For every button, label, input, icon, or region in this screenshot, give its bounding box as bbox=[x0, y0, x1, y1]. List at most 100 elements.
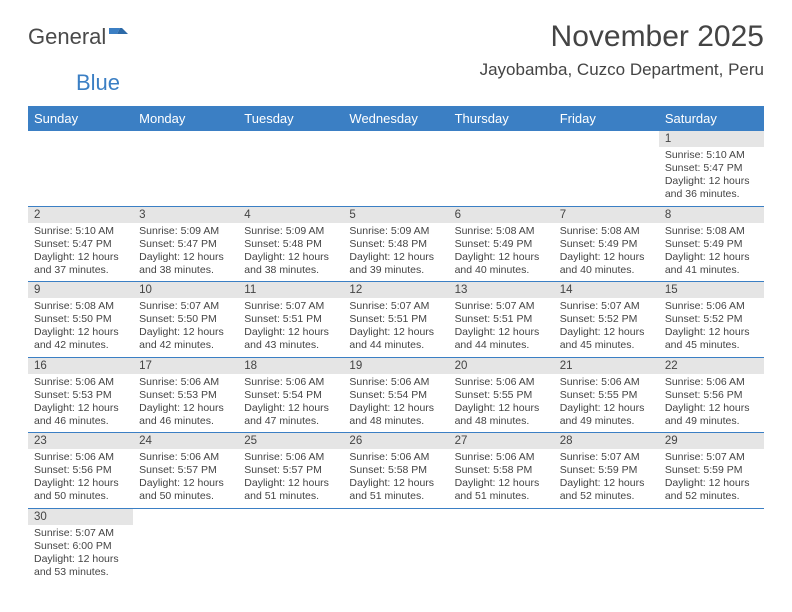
day-details: Sunrise: 5:09 AMSunset: 5:48 PMDaylight:… bbox=[244, 225, 337, 278]
calendar-day: 16Sunrise: 5:06 AMSunset: 5:53 PMDayligh… bbox=[28, 357, 133, 433]
day-details: Sunrise: 5:07 AMSunset: 5:51 PMDaylight:… bbox=[349, 300, 442, 353]
day-details: Sunrise: 5:08 AMSunset: 5:49 PMDaylight:… bbox=[455, 225, 548, 278]
day-number: 18 bbox=[238, 358, 343, 374]
dow-thursday: Thursday bbox=[449, 106, 554, 131]
calendar-day: 21Sunrise: 5:06 AMSunset: 5:55 PMDayligh… bbox=[554, 357, 659, 433]
day-details: Sunrise: 5:07 AMSunset: 5:59 PMDaylight:… bbox=[665, 451, 758, 504]
calendar-day: 10 Sunrise: 5:07 AMSunset: 5:50 PMDayligh… bbox=[133, 282, 238, 358]
daylight-text: Daylight: 12 hours and 50 minutes. bbox=[34, 477, 127, 503]
sunset-text: Sunset: 5:48 PM bbox=[349, 238, 442, 251]
calendar-day bbox=[449, 508, 554, 583]
dow-sunday: Sunday bbox=[28, 106, 133, 131]
day-number: 16 bbox=[28, 358, 133, 374]
daylight-text: Daylight: 12 hours and 43 minutes. bbox=[244, 326, 337, 352]
daylight-text: Daylight: 12 hours and 52 minutes. bbox=[665, 477, 758, 503]
sunset-text: Sunset: 5:50 PM bbox=[139, 313, 232, 326]
daylight-text: Daylight: 12 hours and 40 minutes. bbox=[455, 251, 548, 277]
daylight-text: Daylight: 12 hours and 38 minutes. bbox=[244, 251, 337, 277]
day-details: Sunrise: 5:08 AMSunset: 5:50 PMDaylight:… bbox=[34, 300, 127, 353]
day-details: Sunrise: 5:09 AMSunset: 5:47 PMDaylight:… bbox=[139, 225, 232, 278]
dow-friday: Friday bbox=[554, 106, 659, 131]
day-number: 23 bbox=[28, 433, 133, 449]
day-details: Sunrise: 5:10 AMSunset: 5:47 PMDaylight:… bbox=[665, 149, 758, 202]
sunset-text: Sunset: 5:59 PM bbox=[560, 464, 653, 477]
daylight-text: Daylight: 12 hours and 38 minutes. bbox=[139, 251, 232, 277]
logo-text-1: General bbox=[28, 24, 106, 50]
sunset-text: Sunset: 5:53 PM bbox=[139, 389, 232, 402]
sunset-text: Sunset: 5:54 PM bbox=[349, 389, 442, 402]
day-details: Sunrise: 5:06 AMSunset: 5:57 PMDaylight:… bbox=[139, 451, 232, 504]
flag-icon bbox=[108, 24, 130, 50]
daylight-text: Daylight: 12 hours and 41 minutes. bbox=[665, 251, 758, 277]
sunrise-text: Sunrise: 5:08 AM bbox=[34, 300, 127, 313]
day-number: 19 bbox=[343, 358, 448, 374]
daylight-text: Daylight: 12 hours and 37 minutes. bbox=[34, 251, 127, 277]
calendar-day bbox=[133, 508, 238, 583]
dow-wednesday: Wednesday bbox=[343, 106, 448, 131]
sunset-text: Sunset: 5:51 PM bbox=[455, 313, 548, 326]
logo-text-2: Blue bbox=[76, 70, 120, 96]
calendar-day: 8 Sunrise: 5:08 AMSunset: 5:49 PMDaylight… bbox=[659, 206, 764, 282]
daylight-text: Daylight: 12 hours and 49 minutes. bbox=[665, 402, 758, 428]
sunset-text: Sunset: 5:58 PM bbox=[455, 464, 548, 477]
calendar-week: 9Sunrise: 5:08 AMSunset: 5:50 PMDaylight… bbox=[28, 282, 764, 358]
day-number: 13 bbox=[449, 282, 554, 298]
daylight-text: Daylight: 12 hours and 48 minutes. bbox=[455, 402, 548, 428]
calendar-day: 5Sunrise: 5:09 AMSunset: 5:48 PMDaylight… bbox=[343, 206, 448, 282]
sunset-text: Sunset: 5:58 PM bbox=[349, 464, 442, 477]
sunset-text: Sunset: 5:52 PM bbox=[560, 313, 653, 326]
sunrise-text: Sunrise: 5:10 AM bbox=[665, 149, 758, 162]
sunrise-text: Sunrise: 5:06 AM bbox=[34, 376, 127, 389]
daylight-text: Daylight: 12 hours and 52 minutes. bbox=[560, 477, 653, 503]
sunrise-text: Sunrise: 5:06 AM bbox=[139, 376, 232, 389]
calendar-day: 9Sunrise: 5:08 AMSunset: 5:50 PMDaylight… bbox=[28, 282, 133, 358]
day-details: Sunrise: 5:06 AMSunset: 5:52 PMDaylight:… bbox=[665, 300, 758, 353]
sunrise-text: Sunrise: 5:07 AM bbox=[455, 300, 548, 313]
sunrise-text: Sunrise: 5:06 AM bbox=[560, 376, 653, 389]
calendar-day bbox=[238, 508, 343, 583]
sunrise-text: Sunrise: 5:07 AM bbox=[349, 300, 442, 313]
sunrise-text: Sunrise: 5:06 AM bbox=[244, 376, 337, 389]
sunset-text: Sunset: 5:47 PM bbox=[665, 162, 758, 175]
sunset-text: Sunset: 5:48 PM bbox=[244, 238, 337, 251]
sunrise-text: Sunrise: 5:10 AM bbox=[34, 225, 127, 238]
day-details: Sunrise: 5:08 AMSunset: 5:49 PMDaylight:… bbox=[560, 225, 653, 278]
daylight-text: Daylight: 12 hours and 44 minutes. bbox=[349, 326, 442, 352]
day-number: 1 bbox=[659, 131, 764, 147]
calendar-day: 12Sunrise: 5:07 AMSunset: 5:51 PMDayligh… bbox=[343, 282, 448, 358]
sunrise-text: Sunrise: 5:07 AM bbox=[139, 300, 232, 313]
day-details: Sunrise: 5:07 AMSunset: 5:52 PMDaylight:… bbox=[560, 300, 653, 353]
sunset-text: Sunset: 5:51 PM bbox=[349, 313, 442, 326]
dow-saturday: Saturday bbox=[659, 106, 764, 131]
calendar-day bbox=[449, 131, 554, 206]
day-number: 28 bbox=[554, 433, 659, 449]
day-number: 17 bbox=[133, 358, 238, 374]
day-details: Sunrise: 5:06 AMSunset: 5:58 PMDaylight:… bbox=[455, 451, 548, 504]
calendar-day: 17Sunrise: 5:06 AMSunset: 5:53 PMDayligh… bbox=[133, 357, 238, 433]
calendar-day bbox=[554, 508, 659, 583]
calendar-week: 2Sunrise: 5:10 AMSunset: 5:47 PMDaylight… bbox=[28, 206, 764, 282]
daylight-text: Daylight: 12 hours and 36 minutes. bbox=[665, 175, 758, 201]
calendar-day: 2Sunrise: 5:10 AMSunset: 5:47 PMDaylight… bbox=[28, 206, 133, 282]
day-details: Sunrise: 5:07 AMSunset: 5:50 PMDaylight:… bbox=[139, 300, 232, 353]
day-number: 22 bbox=[659, 358, 764, 374]
daylight-text: Daylight: 12 hours and 42 minutes. bbox=[34, 326, 127, 352]
calendar-day: 18Sunrise: 5:06 AMSunset: 5:54 PMDayligh… bbox=[238, 357, 343, 433]
calendar-day bbox=[554, 131, 659, 206]
sunset-text: Sunset: 5:50 PM bbox=[34, 313, 127, 326]
sunset-text: Sunset: 5:57 PM bbox=[244, 464, 337, 477]
day-details: Sunrise: 5:07 AMSunset: 5:51 PMDaylight:… bbox=[455, 300, 548, 353]
daylight-text: Daylight: 12 hours and 51 minutes. bbox=[455, 477, 548, 503]
day-number: 20 bbox=[449, 358, 554, 374]
day-number: 10 bbox=[133, 282, 238, 298]
calendar-table: Sunday Monday Tuesday Wednesday Thursday… bbox=[28, 106, 764, 583]
day-number: 8 bbox=[659, 207, 764, 223]
calendar-day: 20Sunrise: 5:06 AMSunset: 5:55 PMDayligh… bbox=[449, 357, 554, 433]
daylight-text: Daylight: 12 hours and 42 minutes. bbox=[139, 326, 232, 352]
dow-tuesday: Tuesday bbox=[238, 106, 343, 131]
day-details: Sunrise: 5:07 AMSunset: 6:00 PMDaylight:… bbox=[34, 527, 127, 580]
location: Jayobamba, Cuzco Department, Peru bbox=[480, 60, 764, 80]
day-details: Sunrise: 5:08 AMSunset: 5:49 PMDaylight:… bbox=[665, 225, 758, 278]
sunrise-text: Sunrise: 5:06 AM bbox=[665, 376, 758, 389]
sunset-text: Sunset: 5:55 PM bbox=[455, 389, 548, 402]
